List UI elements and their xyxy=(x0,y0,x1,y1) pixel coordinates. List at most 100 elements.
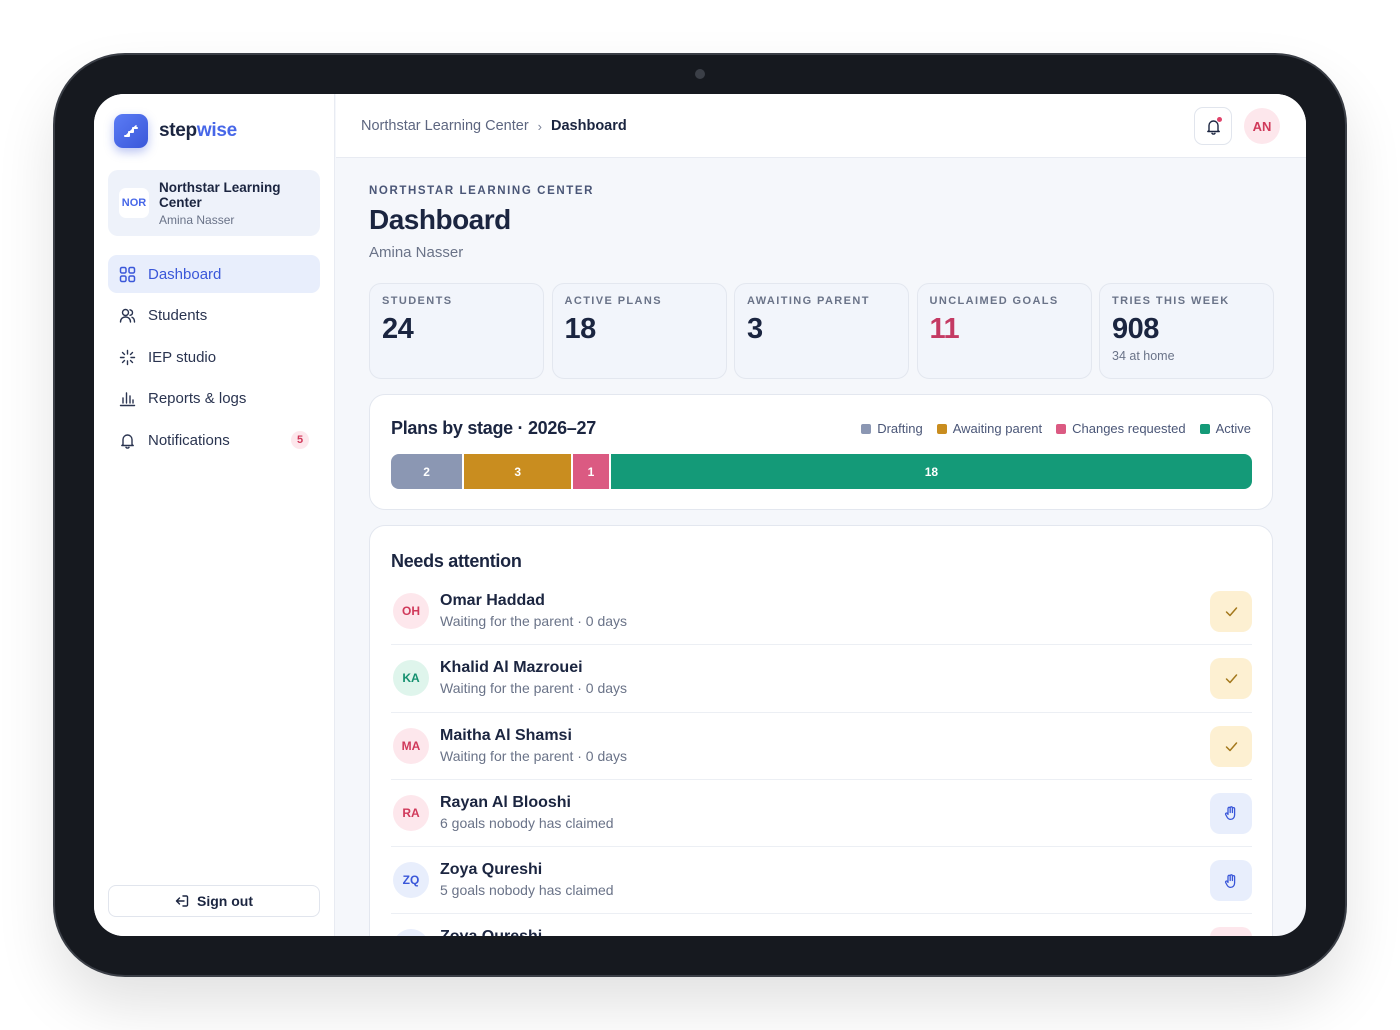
check-action-button[interactable] xyxy=(1210,725,1252,767)
hand-action-button[interactable] xyxy=(1210,860,1252,902)
stage-segment-drafting[interactable]: 2 xyxy=(391,454,463,489)
attention-row[interactable]: KA Khalid Al Mazrouei Waiting for the pare… xyxy=(391,645,1252,713)
student-avatar: ZQ xyxy=(393,862,429,899)
check-action-button[interactable] xyxy=(1210,658,1252,700)
student-name[interactable]: Zoya Qureshi xyxy=(440,861,543,879)
stat-card-awaiting-parent[interactable]: AWAITING PARENT 3 xyxy=(734,283,909,379)
legend-item-drafting: Drafting xyxy=(861,421,923,436)
stat-value: 11 xyxy=(929,313,960,345)
sidebar-item-notifications[interactable]: Notifications 5 xyxy=(108,421,320,459)
attention-reason: 5 goals nobody has claimed xyxy=(440,882,614,899)
main-content: NORTHSTAR LEARNING CENTER Dashboard Amin… xyxy=(336,158,1306,936)
camera-dot xyxy=(695,69,705,79)
stat-card-tries-this-week[interactable]: TRIES THIS WEEK 908 34 at home xyxy=(1099,283,1274,379)
attention-reason: 6 goals nobody has claimed xyxy=(440,814,614,831)
sidebar-item-label: Dashboard xyxy=(148,265,222,283)
sign-out-label: Sign out xyxy=(197,893,253,909)
sidebar-item-students[interactable]: Students xyxy=(108,297,320,335)
stat-subtext: 34 at home xyxy=(1112,349,1175,363)
stage-segment-active[interactable]: 18 xyxy=(610,454,1252,489)
stage-segment-changes-requested[interactable]: 1 xyxy=(573,454,609,489)
legend-label: Awaiting parent xyxy=(952,421,1043,436)
notifications-button[interactable] xyxy=(1194,107,1232,145)
sidebar-item-reports-logs[interactable]: Reports & logs xyxy=(108,380,320,418)
org-name: Northstar Learning Center xyxy=(159,179,281,210)
legend-swatch xyxy=(861,423,872,434)
student-name[interactable]: Khalid Al Mazrouei xyxy=(440,659,583,677)
page-eyebrow: NORTHSTAR LEARNING CENTER xyxy=(369,185,595,197)
stage-progress-bar: 2 3 1 18 xyxy=(391,454,1252,489)
user-avatar[interactable]: AN xyxy=(1244,108,1280,144)
page-subtitle: Amina Nasser xyxy=(369,244,464,261)
stage-segment-awaiting-parent[interactable]: 3 xyxy=(464,454,572,489)
legend-label: Drafting xyxy=(877,421,923,436)
student-avatar: KA xyxy=(393,660,429,697)
page-title: Dashboard xyxy=(369,204,511,235)
check-action-button[interactable] xyxy=(1210,591,1252,632)
attention-reason: Waiting for the parent · 0 days xyxy=(440,613,628,629)
stat-value: 18 xyxy=(564,313,597,345)
needs-attention-list: OH Omar Haddad Waiting for the parent · 0 … xyxy=(391,578,1252,936)
student-avatar: RA xyxy=(393,794,429,831)
stairs-icon xyxy=(114,114,148,148)
stat-label: TRIES THIS WEEK xyxy=(1112,295,1230,307)
plans-by-stage-title: Plans by stage · 2026–27 xyxy=(391,418,596,438)
sparkle-icon xyxy=(119,349,136,365)
stats-row: STUDENTS 24 ACTIVE PLANS 18 AWAITING PAR… xyxy=(369,283,1282,379)
stat-value: 24 xyxy=(382,313,414,345)
stat-card-active-plans[interactable]: ACTIVE PLANS 18 xyxy=(551,283,727,379)
stat-card-unclaimed-goals[interactable]: UNCLAIMED GOALS 11 xyxy=(916,283,1092,379)
sign-out-icon xyxy=(175,895,189,907)
legend-swatch xyxy=(1199,423,1210,434)
org-switcher[interactable]: NOR Northstar Learning Center Amina Nass… xyxy=(108,170,320,236)
breadcrumb-current: Dashboard xyxy=(551,118,627,134)
breadcrumb-separator: › xyxy=(537,118,542,134)
bell-icon xyxy=(121,433,134,449)
bell-icon xyxy=(1206,119,1220,135)
stat-label: UNCLAIMED GOALS xyxy=(929,295,1059,307)
attention-row[interactable]: OH Omar Haddad Waiting for the parent · 0 … xyxy=(391,578,1252,646)
sign-out-button[interactable]: Sign out xyxy=(108,885,320,917)
stat-card-students[interactable]: STUDENTS 24 xyxy=(369,283,544,379)
student-avatar: MA xyxy=(393,727,429,764)
plans-by-stage-card: Plans by stage · 2026–27 Drafting Awaiti… xyxy=(369,394,1273,510)
bar-chart-icon xyxy=(119,392,136,407)
flag-action-button[interactable] xyxy=(1210,927,1252,936)
student-avatar: OH xyxy=(393,593,429,629)
breadcrumb-parent[interactable]: Northstar Learning Center xyxy=(361,118,529,134)
legend-label: Active xyxy=(1215,421,1251,436)
stat-value: 3 xyxy=(747,313,763,345)
legend-item-active: Active xyxy=(1199,421,1251,436)
student-name[interactable]: Zoya Qureshi xyxy=(440,928,542,936)
needs-attention-title: Needs attention xyxy=(391,551,522,571)
sidebar-item-dashboard[interactable]: Dashboard xyxy=(108,255,320,293)
needs-attention-card: Needs attention OH Omar Haddad Waiting for… xyxy=(369,525,1273,936)
student-name[interactable]: Rayan Al Blooshi xyxy=(440,793,571,811)
attention-row[interactable]: MA Maitha Al Shamsi Waiting for the parent… xyxy=(391,713,1252,780)
sidebar-nav: Dashboard Students IEP studio Reports & … xyxy=(108,255,320,463)
dashboard-grid-icon xyxy=(119,266,136,282)
legend-item-changes-requested: Changes requested xyxy=(1056,421,1186,436)
topbar: Northstar Learning Center › Dashboard AN xyxy=(336,94,1306,158)
brand[interactable]: stepwise xyxy=(114,114,237,148)
sidebar: stepwise NOR Northstar Learning Center A… xyxy=(94,94,335,936)
check-icon xyxy=(1224,604,1239,619)
attention-row[interactable]: ZQ Zoya Qureshi 5 goals nobody has claimed xyxy=(391,847,1252,915)
attention-row[interactable]: ZQ Zoya Qureshi xyxy=(391,914,1252,936)
legend-label: Changes requested xyxy=(1072,421,1186,436)
student-name[interactable]: Maitha Al Shamsi xyxy=(440,726,572,744)
hand-action-button[interactable] xyxy=(1210,792,1252,834)
student-name[interactable]: Omar Haddad xyxy=(440,592,545,609)
attention-reason: Waiting for the parent · 0 days xyxy=(440,747,628,764)
check-icon xyxy=(1224,739,1239,754)
stat-label: STUDENTS xyxy=(382,295,453,307)
org-badge: NOR xyxy=(119,188,149,218)
sidebar-item-label: Students xyxy=(148,307,208,324)
unread-dot xyxy=(1217,117,1222,122)
attention-row[interactable]: RA Rayan Al Blooshi 6 goals nobody has cla… xyxy=(391,780,1252,848)
legend-item-awaiting-parent: Awaiting parent xyxy=(936,421,1043,436)
brand-name: stepwise xyxy=(159,120,237,141)
check-icon xyxy=(1224,671,1239,686)
stage-legend: Drafting Awaiting parent Changes request… xyxy=(847,421,1251,436)
sidebar-item-iep-studio[interactable]: IEP studio xyxy=(108,338,320,376)
